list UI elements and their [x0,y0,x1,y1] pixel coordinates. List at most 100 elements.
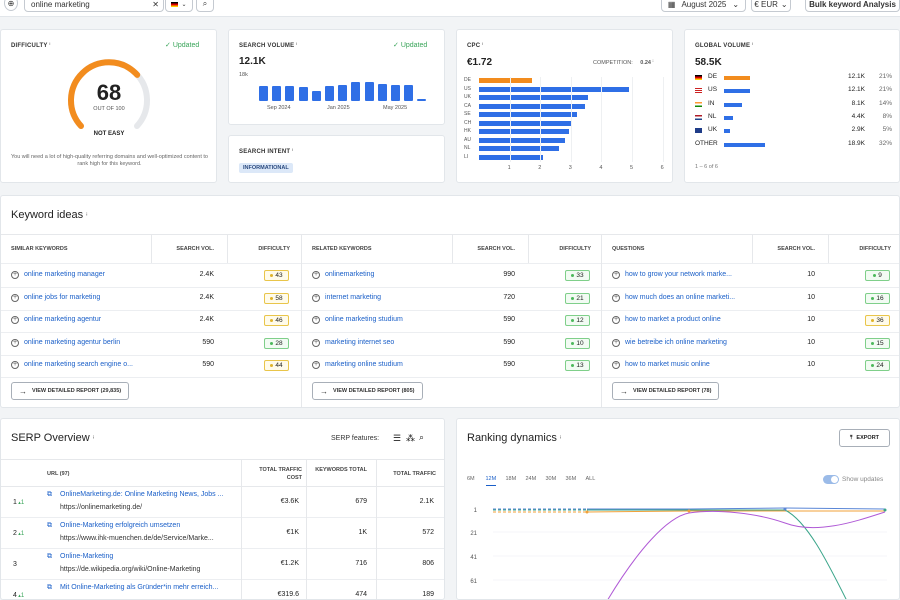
view-report-button-related[interactable]: → VIEW DETAILED REPORT (805) [312,382,423,400]
info-icon[interactable]: ⁱ [86,213,88,220]
cpc-bar[interactable] [479,120,573,126]
date-select[interactable]: ▦ August 2025 ⌄ [661,0,746,12]
volume-bar[interactable] [338,85,348,101]
range-tab-18m[interactable]: 18M [505,476,517,482]
column-header-similar[interactable]: SIMILAR KEYWORDS [11,246,68,252]
info-icon[interactable]: ⁱ [292,149,294,155]
add-to-list-icon[interactable]: + [312,316,320,325]
vol-column-header[interactable]: SEARCH VOL. [176,246,214,252]
add-to-list-icon[interactable]: + [612,293,620,302]
keyword-link[interactable]: how to grow your network marke... [625,271,732,278]
range-tab-12m[interactable]: 12M [485,476,497,486]
cpc-bar[interactable] [479,78,532,83]
volume-bar[interactable] [285,86,295,101]
info-icon[interactable]: ⁱ [559,436,562,443]
vol-column-header[interactable]: SEARCH VOL. [477,246,515,252]
info-icon[interactable]: ⁱ [49,43,51,49]
clear-icon[interactable]: ✕ [152,0,159,9]
external-link-icon[interactable]: ⧉ [47,553,52,560]
info-icon[interactable]: ⁱ [296,43,298,49]
cpc-bar[interactable] [479,112,577,117]
external-link-icon[interactable]: ⧉ [47,584,52,591]
chart-point[interactable] [585,510,589,514]
range-tab-all[interactable]: ALL [585,476,596,482]
add-to-list-icon[interactable]: + [11,271,19,279]
cpc-bar[interactable] [479,146,559,151]
keyword-link[interactable]: online marketing agentur [24,316,102,324]
serp-result-title[interactable]: Mit Online-Marketing als Gründer*in mehr… [60,584,219,591]
traffic-cost-column-header[interactable]: TOTAL TRAFFIC COST [259,467,302,481]
keyword-link[interactable]: online jobs for marketing [24,293,101,301]
kd-column-header[interactable]: DIFFICULTY [258,246,290,252]
bulk-analysis-button[interactable]: Bulk keyword Analysis [805,0,900,12]
cpc-bar[interactable] [479,137,565,143]
column-header-questions[interactable]: QUESTIONS [612,246,645,252]
add-to-list-icon[interactable]: + [312,293,320,302]
external-link-icon[interactable]: ⧉ [47,522,52,529]
keywords-total[interactable]: 716 [355,560,367,567]
volume-bar[interactable] [417,99,427,101]
add-to-list-icon[interactable]: + [312,338,320,347]
keywords-total[interactable]: 679 [355,498,367,505]
serp-result-url[interactable]: https://www.ihk-muenchen.de/de/Service/M… [60,535,214,542]
volume-bar[interactable] [404,85,414,101]
keyword-link[interactable]: how much does an online marketi... [625,293,736,301]
serp-result-url[interactable]: https://de.wikipedia.org/wiki/Online-Mar… [60,566,201,573]
volume-bar[interactable] [272,86,282,101]
add-to-list-icon[interactable]: + [11,338,19,347]
search-button[interactable]: ⌕ [196,0,214,12]
view-report-button-similar[interactable]: → VIEW DETAILED REPORT (29,835) [11,382,130,400]
info-icon[interactable]: ⁱ [92,436,94,443]
range-tab-30m[interactable]: 30M [545,476,557,482]
keyword-link[interactable]: marketing internet seo [325,338,395,346]
keyword-link[interactable]: how to market music online [625,361,710,369]
search-input[interactable]: online marketing ✕ [24,0,164,12]
volume-bar[interactable] [391,85,400,101]
network-icon[interactable]: ⁂ [406,433,415,443]
cpc-bar[interactable] [479,154,544,160]
volume-bar[interactable] [259,86,268,101]
chart-point[interactable] [883,508,887,512]
column-header-related[interactable]: RELATED KEYWORDS [312,246,372,252]
serp-result-title[interactable]: Online-Marketing erfolgreich umsetzen [60,522,181,529]
cpc-bar[interactable] [479,129,570,134]
keyword-link[interactable]: online marketing search engine o... [24,361,133,369]
external-link-icon[interactable]: ⧉ [47,491,52,498]
export-button[interactable]: ⤒ EXPORT [839,429,890,447]
keywords-total[interactable]: 1K [358,529,367,536]
range-tab-24m[interactable]: 24M [525,476,537,482]
kd-column-header[interactable]: DIFFICULTY [859,246,891,252]
add-to-list-icon[interactable]: + [11,316,19,325]
add-to-list-icon[interactable]: + [11,293,19,302]
chart-point[interactable] [783,507,787,511]
add-to-list-icon[interactable]: + [612,271,620,279]
add-to-list-icon[interactable]: + [11,361,19,370]
serp-result-title[interactable]: Online-Marketing [60,553,114,560]
keyword-link[interactable]: online marketing studium [325,316,403,324]
kd-column-header[interactable]: DIFFICULTY [559,246,591,252]
url-column-header[interactable]: URL (97) [47,471,70,477]
range-tab-36m[interactable]: 36M [565,476,577,482]
add-to-list-icon[interactable]: + [312,271,320,279]
add-to-list-icon[interactable]: + [612,316,620,325]
info-icon[interactable]: ⁱ [482,43,484,49]
volume-bar[interactable] [364,82,374,101]
search-icon[interactable]: ⌕ [419,432,425,442]
keyword-link[interactable]: how to market a product online [625,316,721,324]
cpc-bar[interactable] [479,86,629,92]
cpc-bar[interactable] [479,103,585,109]
info-icon[interactable]: ⁱ [652,60,654,66]
keyword-link[interactable]: internet marketing [325,293,382,301]
add-to-list-icon[interactable]: + [612,361,620,370]
cpc-bar[interactable] [479,95,588,100]
traffic-column-header[interactable]: TOTAL TRAFFIC [393,471,436,477]
add-to-list-icon[interactable]: + [612,338,620,347]
view-report-button-questions[interactable]: → VIEW DETAILED REPORT (78) [612,382,720,400]
volume-bar[interactable] [298,87,308,101]
keyword-link[interactable]: online marketing manager [24,271,105,278]
keywords-total[interactable]: 474 [355,591,367,598]
serp-result-url[interactable]: https://onlinemarketing.de/ [60,504,143,511]
chart-point[interactable] [687,509,691,513]
show-updates-toggle[interactable] [823,475,839,484]
volume-bar[interactable] [351,82,361,101]
